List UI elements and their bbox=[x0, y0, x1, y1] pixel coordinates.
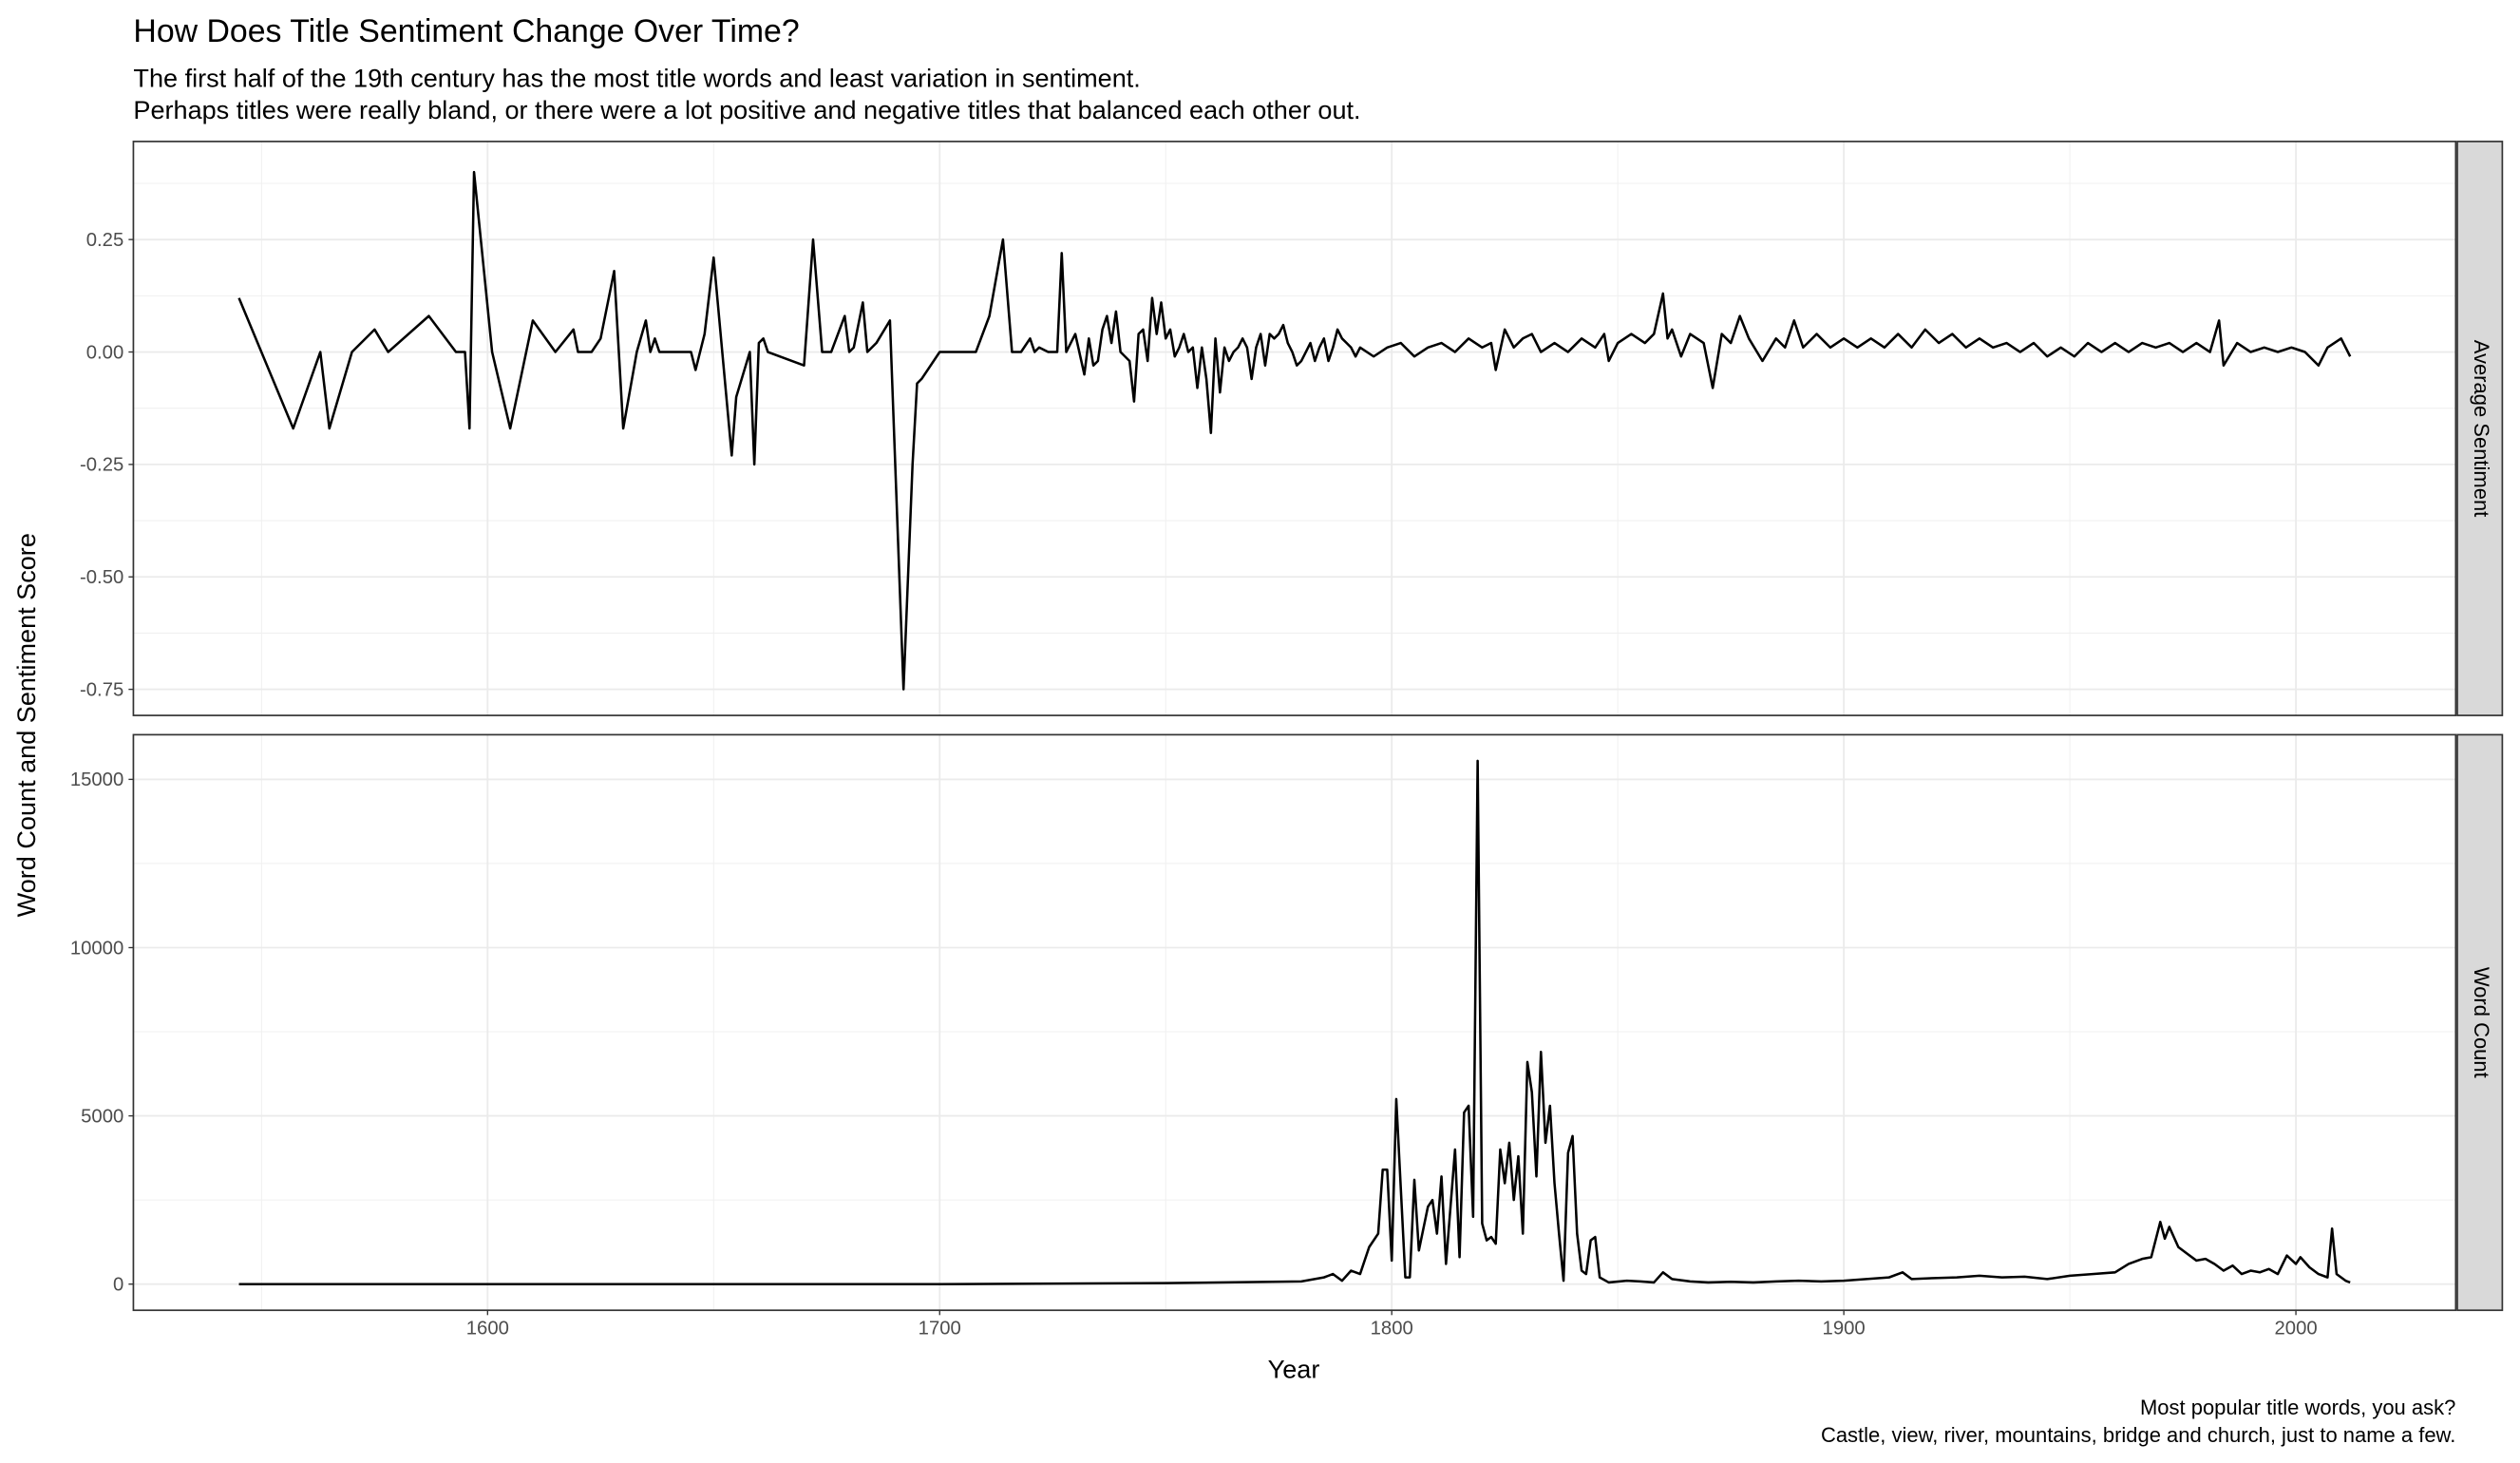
y-tick-label: 0 bbox=[113, 1274, 123, 1295]
x-tick-label: 2000 bbox=[2275, 1319, 2318, 1340]
subtitle: The first half of the 19th century has t… bbox=[133, 63, 1140, 92]
y-tick-label: 0.25 bbox=[86, 230, 124, 251]
series-line bbox=[237, 170, 2352, 691]
panel-border bbox=[132, 141, 2457, 716]
y-axis-label: Word Count and Sentiment Score bbox=[11, 533, 41, 917]
x-tick-label: 1600 bbox=[466, 1319, 509, 1340]
x-tick-label: 1700 bbox=[919, 1319, 961, 1340]
y-tick-label: 0.00 bbox=[86, 342, 124, 363]
chart-title: How Does Title Sentiment Change Over Tim… bbox=[133, 13, 799, 49]
strip-label: Average Sentiment bbox=[2470, 340, 2493, 518]
series-line bbox=[238, 759, 2351, 1285]
panel-border bbox=[132, 733, 2457, 1312]
caption: Castle, view, river, mountains, bridge a… bbox=[1821, 1423, 2455, 1447]
y-tick-label: 5000 bbox=[81, 1106, 123, 1127]
y-tick-label: 15000 bbox=[70, 770, 123, 790]
x-axis-label: Year bbox=[1268, 1354, 1320, 1383]
caption: Most popular title words, you ask? bbox=[2140, 1396, 2455, 1419]
strip-label: Word Count bbox=[2470, 967, 2493, 1078]
strip bbox=[2456, 141, 2504, 716]
x-tick-label: 1900 bbox=[1823, 1319, 1866, 1340]
y-tick-label: 10000 bbox=[70, 938, 123, 959]
y-tick-label: -0.75 bbox=[80, 679, 123, 700]
y-tick-label: -0.50 bbox=[80, 567, 123, 588]
panel-background bbox=[133, 141, 2456, 716]
subtitle: Perhaps titles were really bland, or the… bbox=[133, 95, 1360, 124]
panel-background bbox=[133, 734, 2456, 1311]
x-tick-label: 1800 bbox=[1371, 1319, 1413, 1340]
y-tick-label: -0.25 bbox=[80, 455, 123, 476]
strip bbox=[2456, 733, 2504, 1312]
